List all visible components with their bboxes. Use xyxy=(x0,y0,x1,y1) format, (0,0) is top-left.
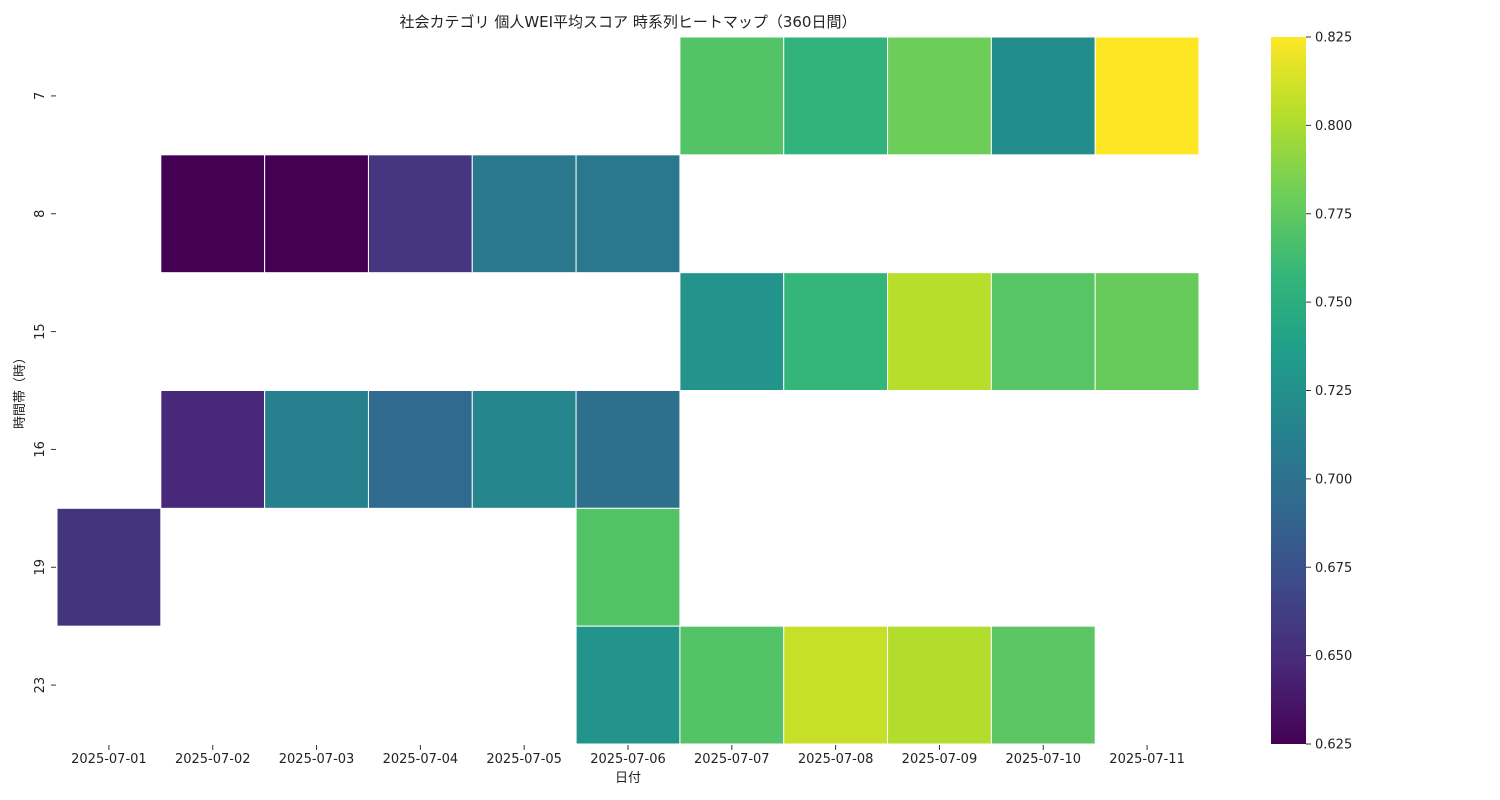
x-tick-label: 2025-07-10 xyxy=(1005,752,1081,767)
x-tick-label: 2025-07-02 xyxy=(175,752,251,767)
y-tick-label: 15 xyxy=(33,323,48,340)
heatmap-cell xyxy=(887,36,992,156)
x-tick-label: 2025-07-07 xyxy=(694,752,770,767)
heatmap-cell xyxy=(575,625,681,745)
heatmap-cell xyxy=(679,272,785,391)
colorbar-tick-label: 0.825 xyxy=(1315,31,1352,46)
colorbar-tick-label: 0.700 xyxy=(1315,472,1352,487)
colorbar-tick-label: 0.800 xyxy=(1315,119,1352,134)
x-axis-label: 日付 xyxy=(615,771,641,786)
heatmap-cell xyxy=(471,154,577,274)
y-axis: 7 8 15 16 19 23 xyxy=(33,92,56,694)
heatmap-cell xyxy=(990,36,1096,156)
x-tick-label: 2025-07-09 xyxy=(902,752,978,767)
x-tick-label: 2025-07-01 xyxy=(71,752,147,767)
y-tick-label: 23 xyxy=(33,677,48,694)
heatmap-cell xyxy=(783,36,889,156)
heatmap-cell xyxy=(783,625,889,745)
heatmap-cell xyxy=(679,36,785,156)
heatmap-cell xyxy=(367,390,473,509)
y-axis-label: 時間帯（時） xyxy=(13,351,28,429)
x-tick-label: 2025-07-11 xyxy=(1109,752,1185,767)
heatmap-cell xyxy=(887,272,992,391)
heatmap-cell xyxy=(1094,272,1200,391)
heatmap-cell xyxy=(679,625,785,745)
colorbar-tick-label: 0.675 xyxy=(1315,561,1352,576)
y-tick-label: 8 xyxy=(33,210,48,218)
x-tick-label: 2025-07-06 xyxy=(590,752,666,767)
x-tick-label: 2025-07-03 xyxy=(279,752,355,767)
chart-title: 社会カテゴリ 個人WEI平均スコア 時系列ヒートマップ（360日間） xyxy=(400,13,857,31)
heatmap-cells xyxy=(56,36,1200,745)
colorbar: 0.625 0.650 0.675 0.700 0.725 0.750 0.775 0.800… xyxy=(1271,31,1352,753)
heatmap-cell xyxy=(1094,36,1200,156)
heatmap-cell xyxy=(160,154,266,274)
heatmap-cell xyxy=(783,272,889,391)
heatmap-cell xyxy=(264,390,369,509)
heatmap-cell xyxy=(367,154,473,274)
x-tick-label: 2025-07-08 xyxy=(798,752,874,767)
colorbar-tick-label: 0.725 xyxy=(1315,384,1352,399)
colorbar-tick-label: 0.650 xyxy=(1315,649,1352,664)
heatmap-cell xyxy=(264,154,369,274)
y-tick-label: 16 xyxy=(33,441,48,458)
y-tick-label: 19 xyxy=(33,559,48,576)
y-tick-label: 7 xyxy=(33,92,48,100)
heatmap-cell xyxy=(56,507,162,627)
colorbar-tick-label: 0.750 xyxy=(1315,296,1352,311)
heatmap-cell xyxy=(575,154,681,274)
x-tick-label: 2025-07-04 xyxy=(383,752,459,767)
heatmap-cell xyxy=(160,390,266,509)
colorbar-tick-label: 0.625 xyxy=(1315,738,1352,753)
heatmap-cell xyxy=(990,625,1096,745)
colorbar-gradient xyxy=(1271,37,1306,744)
heatmap-cell xyxy=(990,272,1096,391)
heatmap-cell xyxy=(575,390,681,509)
colorbar-tick-label: 0.775 xyxy=(1315,207,1352,222)
heatmap-cell xyxy=(887,625,992,745)
heatmap-cell xyxy=(471,390,577,509)
x-tick-label: 2025-07-05 xyxy=(486,752,562,767)
heatmap-cell xyxy=(575,507,681,627)
x-axis: 2025-07-01 2025-07-02 2025-07-03 2025-07-04… xyxy=(71,745,1185,767)
